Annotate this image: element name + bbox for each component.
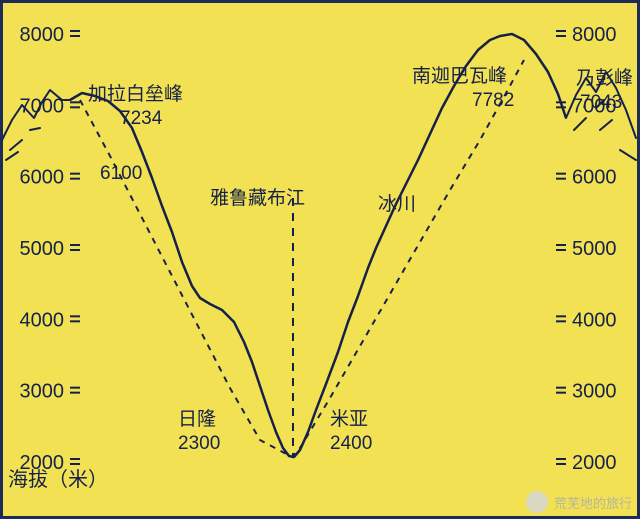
peak-right-name: 南迦巴瓦峰 (412, 65, 507, 87)
peak-right-elev: 7782 (472, 90, 514, 111)
watermark-text: 荒芜地的旅行 (554, 493, 632, 512)
svg-text:4000: 4000 (572, 309, 617, 331)
svg-text:5000: 5000 (20, 238, 65, 260)
svg-text:5000: 5000 (572, 238, 617, 260)
svg-text:2000: 2000 (572, 452, 617, 474)
svg-text:4000: 4000 (20, 309, 65, 331)
elevation-chart: 2000300040005000600070008000 20003000400… (0, 0, 640, 519)
peak-left-elev: 7234 (120, 108, 163, 129)
watermark: 荒芜地的旅行 (526, 491, 632, 513)
pass-right-elev: 2400 (330, 433, 372, 454)
chart-background (0, 0, 640, 519)
peak-far-right-name: 乃彭峰 (576, 67, 633, 89)
slope-left-elev: 6100 (100, 163, 142, 184)
pass-left-name: 日隆 (178, 408, 216, 430)
svg-text:3000: 3000 (20, 381, 65, 403)
svg-text:8000: 8000 (20, 24, 65, 46)
svg-text:6000: 6000 (20, 167, 65, 189)
svg-text:3000: 3000 (572, 381, 617, 403)
svg-text:7000: 7000 (20, 95, 65, 117)
peak-far-right-elev: 7043 (580, 92, 622, 113)
svg-text:6000: 6000 (572, 167, 617, 189)
river-name: 雅鲁藏布江 (210, 187, 305, 209)
y-axis-title: 海拔（米） (8, 468, 108, 491)
svg-text:8000: 8000 (572, 24, 617, 46)
pass-right-name: 米亚 (330, 408, 368, 430)
peak-left-name: 加拉白垒峰 (88, 83, 183, 105)
glacier-name: 冰川 (378, 193, 416, 215)
chart-stage: 2000300040005000600070008000 20003000400… (0, 0, 640, 519)
pass-left-elev: 2300 (178, 433, 220, 454)
wechat-icon (526, 491, 548, 513)
